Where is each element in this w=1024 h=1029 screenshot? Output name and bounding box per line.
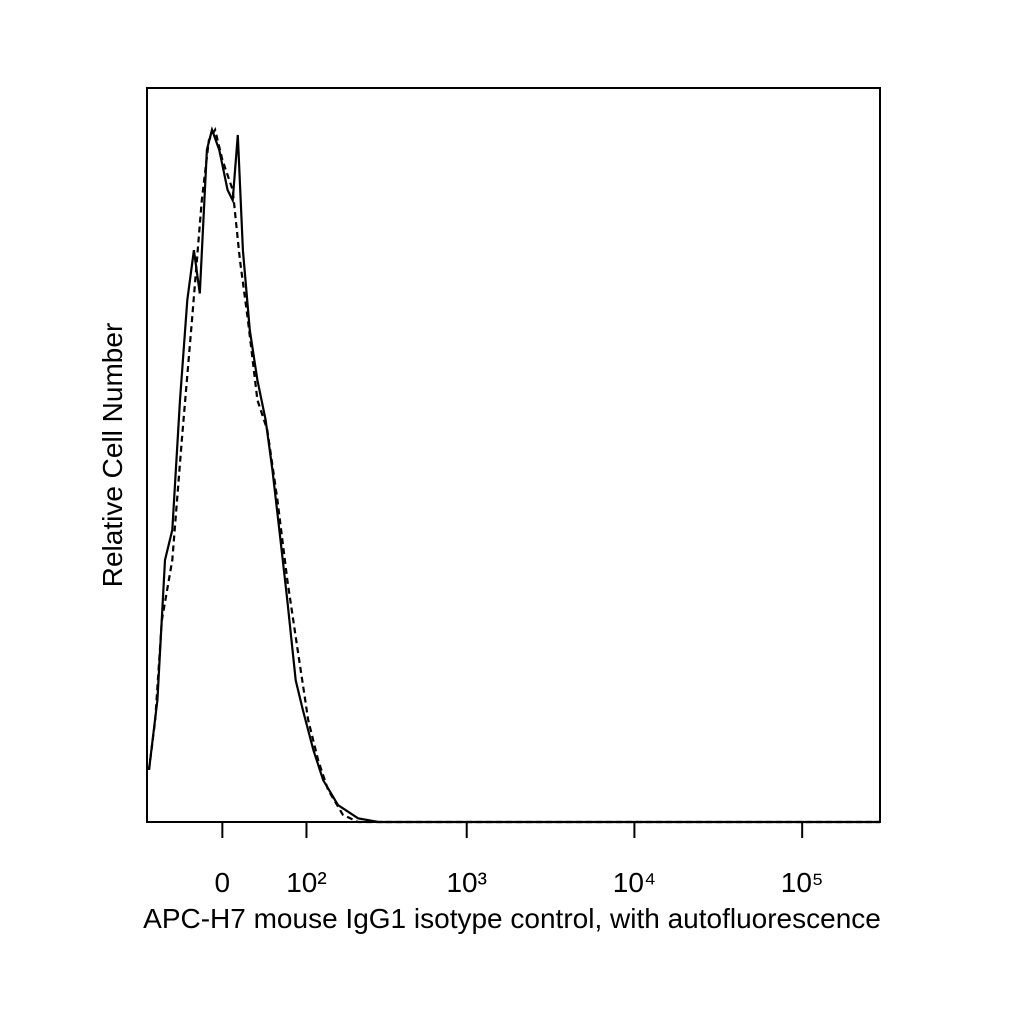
series-line — [147, 126, 880, 824]
x-axis-label: APC-H7 mouse IgG1 isotype control, with … — [143, 903, 881, 934]
y-axis-label: Relative Cell Number — [97, 323, 128, 588]
x-tick-label: 10⁴ — [613, 867, 656, 898]
x-tick-label: 10⁵ — [781, 867, 824, 898]
plot-frame — [146, 87, 881, 823]
x-tick-label: 10³ — [446, 867, 486, 898]
x-tick-label: 10² — [286, 867, 326, 898]
x-tick-label: 0 — [215, 867, 231, 898]
series-line — [147, 126, 880, 824]
